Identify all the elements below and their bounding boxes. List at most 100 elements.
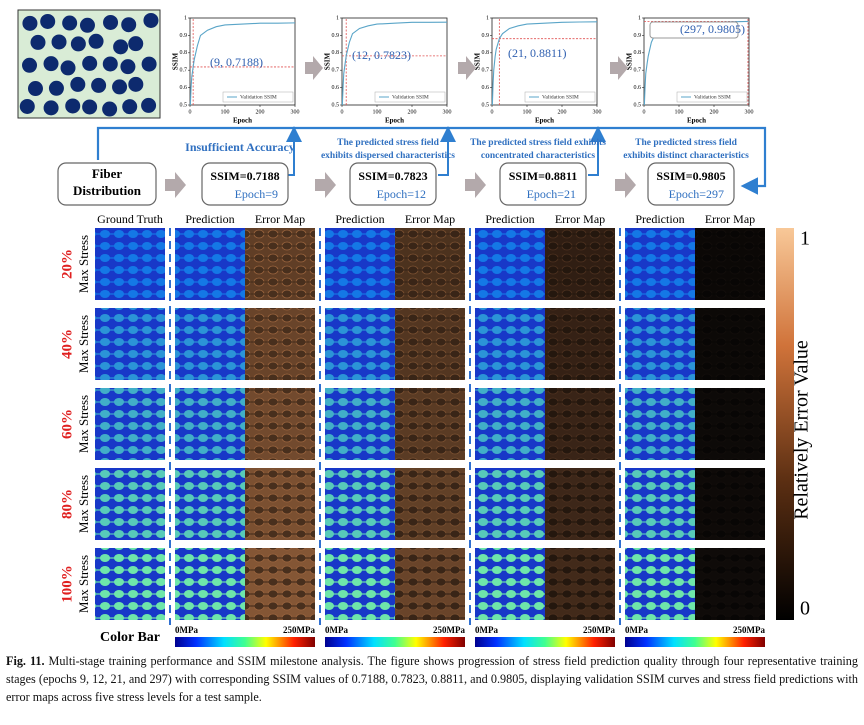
connector: [438, 126, 456, 176]
y-axis-label: SSIM: [172, 53, 180, 71]
prediction-map: [325, 388, 395, 460]
fiber: [122, 99, 138, 115]
stage-note: exhibits distinct characteristics: [623, 151, 749, 161]
stress-colorbar: [325, 637, 465, 647]
stage-epoch: Epoch=9: [235, 187, 278, 201]
prediction-map: [475, 308, 545, 380]
column-header: Error Map: [255, 212, 305, 226]
y-tick-label: 0.7: [482, 68, 490, 74]
stage-note: The predicted stress field: [635, 138, 737, 148]
y-tick-label: 0.6: [634, 85, 642, 91]
annotation: (21, 0.8811): [508, 46, 567, 60]
stress-colorbar: [475, 637, 615, 647]
caption-text: Multi-stage training performance and SSI…: [6, 654, 858, 704]
ssim-line: [189, 22, 296, 106]
fiber: [79, 17, 95, 33]
y-tick-label: 0.9: [332, 33, 340, 39]
prediction-map: [175, 228, 245, 300]
error-map: [695, 468, 765, 540]
fiber: [82, 99, 98, 115]
row-percent: 20%: [59, 249, 75, 279]
error-map: [395, 468, 465, 540]
prediction-map: [175, 548, 245, 620]
plot-area: [341, 17, 448, 106]
fiber: [103, 14, 119, 30]
fiber: [143, 12, 159, 28]
x-tick-label: 200: [558, 109, 567, 115]
y-tick-label: 0.5: [332, 102, 340, 108]
y-tick-label: 0.5: [482, 102, 490, 108]
fiber: [19, 98, 35, 114]
annotation-box: [649, 21, 739, 39]
plot-area: [189, 17, 296, 106]
error-map: [695, 548, 765, 620]
fiber: [102, 101, 118, 117]
fiber: [40, 13, 56, 29]
prediction-map: [625, 308, 695, 380]
arrow: [305, 56, 323, 80]
y-tick-label: 0.5: [180, 102, 188, 108]
prediction-map: [325, 468, 395, 540]
arrow: [465, 172, 486, 198]
colorbar-max: 250MPa: [433, 625, 465, 635]
colorbar-title: Relatively Error Value: [791, 340, 813, 520]
x-tick-label: 300: [745, 109, 754, 115]
column-header: Error Map: [405, 212, 455, 226]
prediction-map: [475, 468, 545, 540]
error-map: [695, 308, 765, 380]
fiber: [102, 56, 118, 72]
error-map: [245, 468, 315, 540]
prediction-map: [175, 388, 245, 460]
y-tick-label: 0.5: [634, 102, 642, 108]
fiber: [70, 76, 86, 92]
column-header: Prediction: [485, 212, 534, 226]
y-tick-label: 0.8: [180, 50, 188, 56]
x-tick-label: 100: [675, 109, 684, 115]
prediction-map: [475, 388, 545, 460]
fiber: [113, 39, 129, 55]
stage-note: The predicted stress field: [337, 138, 439, 148]
fiber-image: [17, 9, 161, 119]
fiber: [60, 60, 76, 76]
y-tick-label: 0.6: [482, 85, 490, 91]
fiber: [112, 79, 128, 95]
stage-box: [647, 162, 735, 206]
error-map: [395, 228, 465, 300]
legend-label: Validation SSIM: [240, 94, 277, 100]
stage-note: exhibits dispersed characteristics: [321, 151, 455, 161]
stage-note: concentrated characteristics: [481, 151, 596, 161]
prediction-map: [175, 468, 245, 540]
prediction-map: [325, 308, 395, 380]
ground-truth-map: [95, 388, 165, 460]
colorbar-min: 0MPa: [325, 625, 348, 635]
x-tick-label: 300: [443, 109, 452, 115]
y-tick-label: 0.7: [634, 68, 642, 74]
stage-ssim: SSIM=0.8811: [509, 169, 578, 183]
error-map: [245, 308, 315, 380]
error-map: [545, 548, 615, 620]
row-percent: 40%: [59, 329, 75, 359]
y-tick-label: 1: [336, 15, 339, 21]
column-header: Ground Truth: [97, 212, 163, 226]
fiber: [91, 77, 107, 93]
stage-epoch: Epoch=12: [377, 187, 426, 201]
row-label: Max Stress: [76, 555, 91, 613]
row-label: Max Stress: [76, 475, 91, 533]
legend-label: Validation SSIM: [392, 94, 429, 100]
x-tick-label: 100: [373, 109, 382, 115]
row-percent: 80%: [59, 489, 75, 519]
y-tick-label: 0.7: [180, 68, 188, 74]
ground-truth-map: [95, 468, 165, 540]
plot-area: [643, 17, 750, 106]
legend-box: [524, 91, 596, 103]
flow-row: Fiber Distribution SSIM=0.7188 Epoch=9 Insuf…: [57, 126, 767, 206]
y-axis-label: SSIM: [474, 53, 482, 71]
stage-box: [349, 162, 437, 206]
fiber: [121, 17, 137, 33]
fiber: [27, 81, 43, 97]
prediction-map: [175, 308, 245, 380]
column-header: Error Map: [705, 212, 755, 226]
stage-note: The predicted stress field exhibits: [470, 138, 606, 148]
stage-ssim: SSIM=0.7188: [210, 169, 279, 183]
